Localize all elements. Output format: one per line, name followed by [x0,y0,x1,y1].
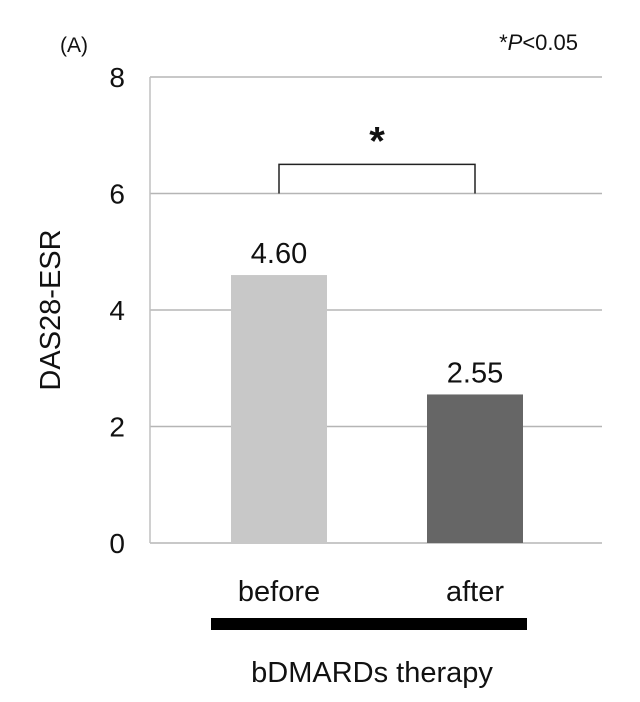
significance-note-p: P [508,30,523,55]
gridlines [150,76,602,544]
bars [231,275,523,543]
y-tick-label: 0 [109,528,125,559]
group-bar [211,618,527,630]
significance-note: *P<0.05 [499,30,578,55]
x-axis-title: bDMARDs therapy [251,657,493,689]
y-tick-label: 4 [109,295,125,326]
significance-asterisk: * [369,119,385,163]
data-labels: 4.60 2.55 [251,238,503,389]
significance-note-threshold: <0.05 [522,30,578,55]
significance-note-star: * [499,30,508,55]
x-tick-label: after [446,576,504,608]
data-label: 4.60 [251,238,307,270]
bar [231,275,327,543]
panel-label: (A) [60,34,88,57]
y-tick-label: 6 [109,179,125,210]
y-tick-label: 2 [109,412,125,443]
data-label: 2.55 [447,357,503,389]
x-axis-ticks: before after [238,576,504,608]
y-tick-label: 8 [109,62,125,93]
x-tick-label: before [238,576,320,608]
bar [427,394,523,543]
significance-bracket [278,163,476,194]
y-axis-title: DAS28-ESR [35,229,67,390]
y-axis-ticks: 0 2 4 6 8 [109,62,125,559]
